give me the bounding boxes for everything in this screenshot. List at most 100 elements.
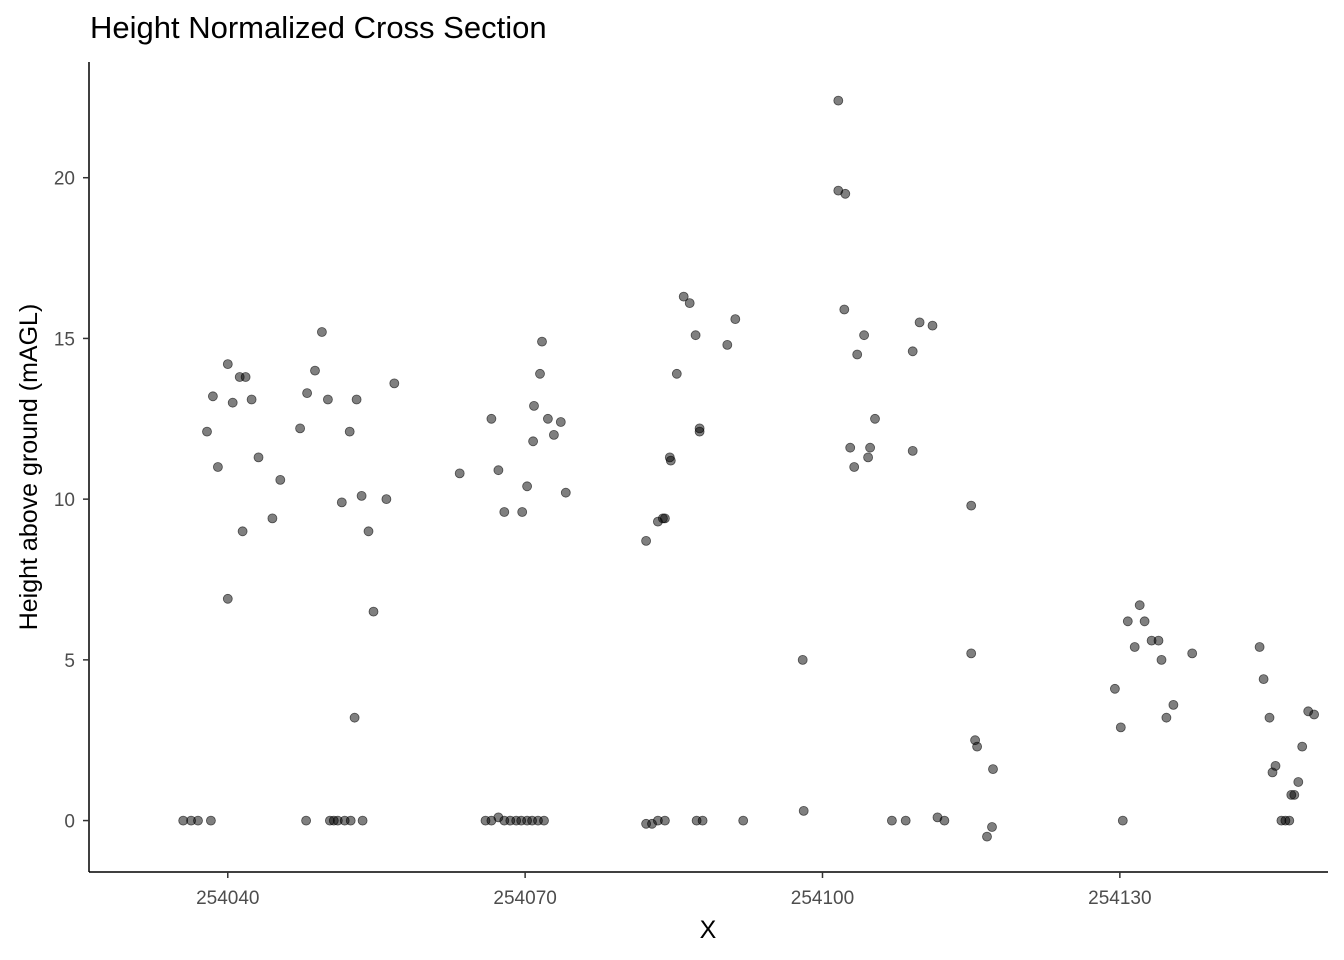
data-point (1187, 648, 1198, 659)
data-point (738, 815, 749, 826)
data-point (222, 359, 233, 370)
x-tick-label: 254070 (493, 888, 556, 909)
data-point (1129, 642, 1140, 652)
data-point (522, 481, 532, 492)
data-point (193, 815, 203, 826)
data-point (363, 526, 374, 537)
data-point (722, 339, 733, 350)
data-point (499, 507, 510, 517)
data-point (486, 413, 497, 424)
data-point (237, 526, 248, 537)
data-point (1264, 712, 1275, 723)
data-point (336, 497, 347, 508)
data-point (987, 822, 997, 832)
data-point (357, 815, 368, 826)
data-point (907, 445, 918, 456)
data-point (1139, 616, 1150, 627)
data-point (927, 320, 938, 331)
data-point (1289, 790, 1300, 800)
data-point (1270, 761, 1281, 771)
data-point (1297, 741, 1308, 752)
data-point (665, 455, 676, 466)
data-point (730, 314, 741, 325)
data-point (539, 815, 549, 826)
data-point (1254, 642, 1265, 652)
data-point (863, 452, 873, 463)
data-point (349, 712, 360, 723)
data-point (697, 815, 708, 826)
data-point (907, 346, 918, 357)
data-point (344, 426, 355, 437)
data-point (900, 815, 911, 826)
data-point (660, 815, 670, 826)
data-point (517, 507, 528, 517)
data-point (1153, 635, 1164, 646)
data-point (1134, 600, 1145, 611)
data-point (535, 368, 545, 379)
data-point (205, 815, 216, 826)
y-tick-label: 15 (54, 329, 75, 350)
data-point (845, 442, 856, 453)
data-point (833, 95, 844, 106)
data-point (351, 394, 362, 405)
data-point (870, 413, 880, 424)
x-tick-label: 254100 (791, 888, 854, 909)
data-point (528, 436, 538, 447)
data-point (840, 188, 851, 199)
data-point (202, 426, 212, 437)
data-point (966, 648, 977, 659)
data-point (267, 513, 278, 524)
data-point (549, 429, 559, 440)
data-point (1258, 674, 1269, 684)
data-point (914, 317, 925, 328)
data-point (454, 468, 465, 479)
data-point (493, 465, 504, 476)
data-point (966, 500, 977, 511)
data-point (1117, 815, 1128, 826)
data-point (660, 513, 670, 524)
data-point (295, 423, 306, 434)
data-point (939, 815, 950, 826)
data-point (368, 606, 379, 617)
data-point (798, 806, 809, 816)
data-point (839, 304, 850, 315)
chart-title: Height Normalized Cross Section (90, 10, 547, 45)
data-point (227, 397, 238, 408)
data-point (555, 417, 566, 427)
data-point (253, 452, 264, 463)
data-point (310, 365, 320, 376)
data-point (212, 462, 223, 472)
data-point (275, 474, 286, 485)
data-point (690, 330, 701, 341)
data-point (240, 372, 251, 382)
data-point (1122, 616, 1133, 627)
data-point (678, 291, 689, 302)
y-axis-ticks: 0 5 10 15 20 (54, 169, 89, 833)
data-point (982, 831, 992, 842)
data-point (859, 330, 869, 341)
data-point (1309, 709, 1319, 720)
x-tick-label: 254040 (196, 888, 259, 909)
data-point (537, 336, 547, 347)
data-point (797, 655, 808, 665)
data-point (389, 378, 400, 389)
data-point (641, 536, 651, 546)
x-tick-label: 254130 (1088, 888, 1151, 909)
data-point (302, 388, 313, 399)
data-point (1168, 700, 1179, 710)
data-point (972, 741, 982, 752)
data-point (316, 327, 327, 337)
data-point (1110, 683, 1120, 694)
data-point (246, 394, 257, 405)
data-point (988, 764, 998, 774)
x-axis-ticks: 254040 254070 254100 254130 (196, 872, 1152, 909)
data-point (1284, 815, 1295, 826)
data-point (356, 490, 367, 501)
data-point (1293, 777, 1304, 787)
data-point (1161, 712, 1172, 723)
data-point (543, 413, 553, 424)
data-point (529, 400, 539, 411)
y-tick-label: 0 (64, 812, 75, 833)
y-tick-label: 20 (54, 169, 75, 190)
data-point (1115, 722, 1126, 733)
